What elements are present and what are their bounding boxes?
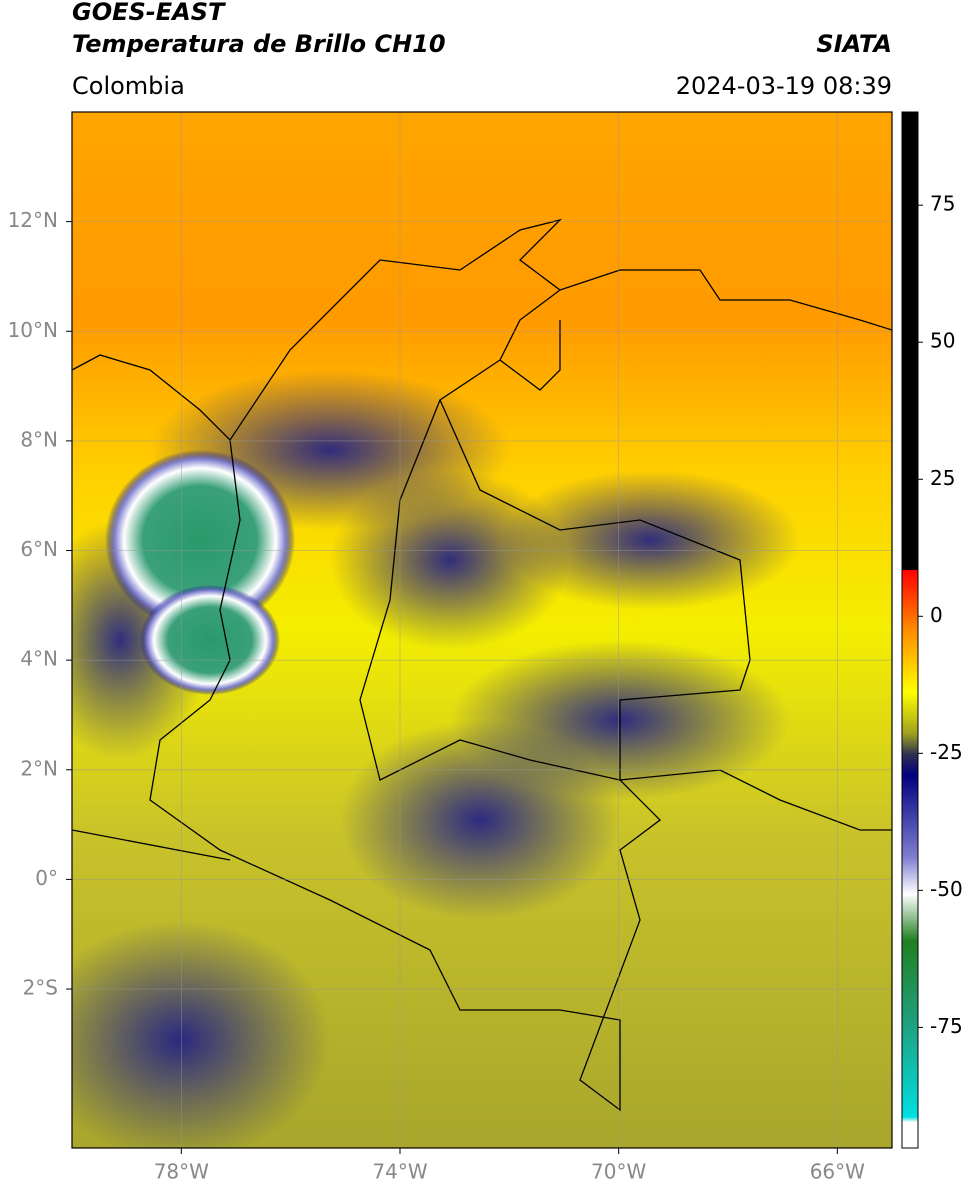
y-tick-label: 10°N — [8, 318, 58, 342]
map-imagery — [72, 112, 892, 1148]
x-tick-label: 70°W — [591, 1160, 646, 1184]
x-tick-label: 78°W — [154, 1160, 209, 1184]
colorbar-tick-label: 50 — [930, 329, 955, 353]
colorbar-tick-label: 25 — [930, 466, 955, 490]
title: GOES-EAST — [72, 0, 226, 26]
y-tick-label: 0° — [35, 866, 58, 890]
colorbar-tick-label: -50 — [930, 877, 963, 901]
x-tick-label: 66°W — [810, 1160, 865, 1184]
colorbar — [901, 111, 919, 1149]
y-tick-label: 2°N — [20, 756, 58, 780]
datetime: 2024-03-19 08:39 — [676, 72, 892, 100]
map-frame — [71, 111, 893, 1149]
y-tick-label: 8°N — [20, 427, 58, 451]
y-tick-label: 4°N — [20, 647, 58, 671]
source: SIATA — [816, 30, 892, 58]
x-tick-label: 74°W — [372, 1160, 427, 1184]
region: Colombia — [72, 72, 185, 100]
y-tick-label: 6°N — [20, 537, 58, 561]
y-tick-label: 12°N — [8, 208, 58, 232]
y-tick-label: 2°S — [23, 976, 58, 1000]
colorbar-tick-label: -25 — [930, 740, 963, 764]
colorbar-tick-label: -75 — [930, 1014, 963, 1038]
subtitle: Temperatura de Brillo CH10 — [72, 30, 446, 58]
colorbar-tick-label: 75 — [930, 192, 955, 216]
colorbar-tick-label: 0 — [930, 603, 943, 627]
